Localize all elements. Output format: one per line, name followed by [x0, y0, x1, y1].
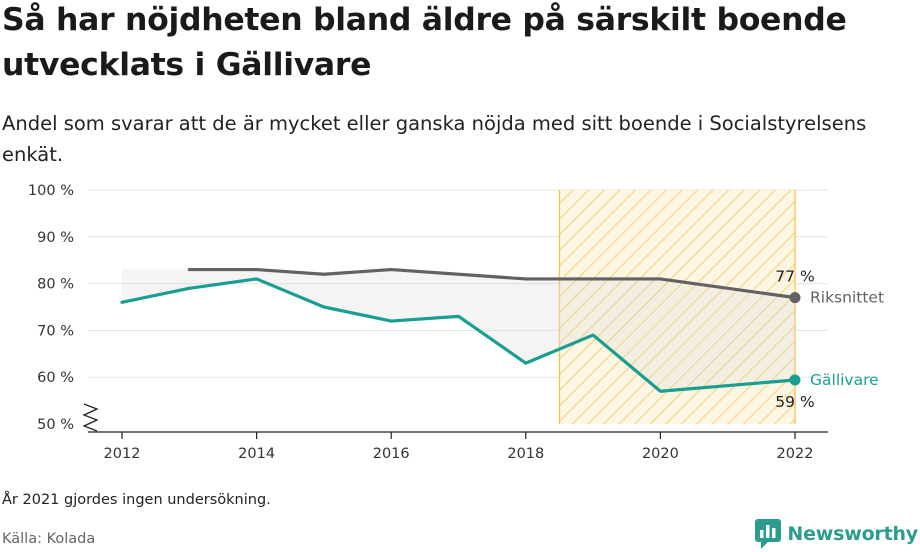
y-tick-label: 100 % [28, 183, 74, 199]
y-tick-label: 60 % [37, 370, 74, 386]
brand-name: Newsworthy [787, 523, 918, 545]
series-end-marker [789, 374, 801, 386]
axis-break-icon [82, 403, 99, 432]
x-tick-label: 2022 [777, 446, 814, 462]
series-end-marker [789, 292, 801, 304]
x-tick-label: 2014 [238, 446, 275, 462]
y-tick-label: 50 % [37, 417, 74, 433]
chart-title: Så har nöjdheten bland äldre på särskilt… [2, 2, 847, 83]
data-label: 77 % [775, 268, 814, 286]
y-tick-label: 90 % [37, 230, 74, 246]
y-tick-label: 80 % [37, 277, 74, 293]
data-label: 59 % [775, 393, 814, 411]
series-name-label: Riksnittet [810, 289, 884, 307]
highlight-period [559, 190, 795, 424]
line-chart: 50 % 60 % 70 % 80 % 90 % 100 % 2012 2014 2016 201… [28, 183, 884, 462]
x-tick-label: 2018 [507, 446, 544, 462]
footnote: År 2021 gjordes ingen undersökning. [2, 492, 271, 508]
newsworthy-logo-icon [755, 519, 782, 549]
series-line-0 [187, 267, 797, 300]
y-tick-label: 70 % [37, 323, 74, 339]
x-tick-label: 2012 [104, 446, 141, 462]
series-name-label: Gällivare [810, 371, 879, 389]
source-credit: Källa: Kolada [2, 531, 96, 547]
series-line-1 [120, 277, 797, 393]
gap-area [122, 269, 795, 392]
x-tick-label: 2020 [642, 446, 679, 462]
chart-subtitle: Andel som svarar att de är mycket eller … [2, 112, 867, 166]
brand-logo[interactable]: Newsworthy [755, 519, 918, 549]
x-tick-label: 2016 [373, 446, 410, 462]
